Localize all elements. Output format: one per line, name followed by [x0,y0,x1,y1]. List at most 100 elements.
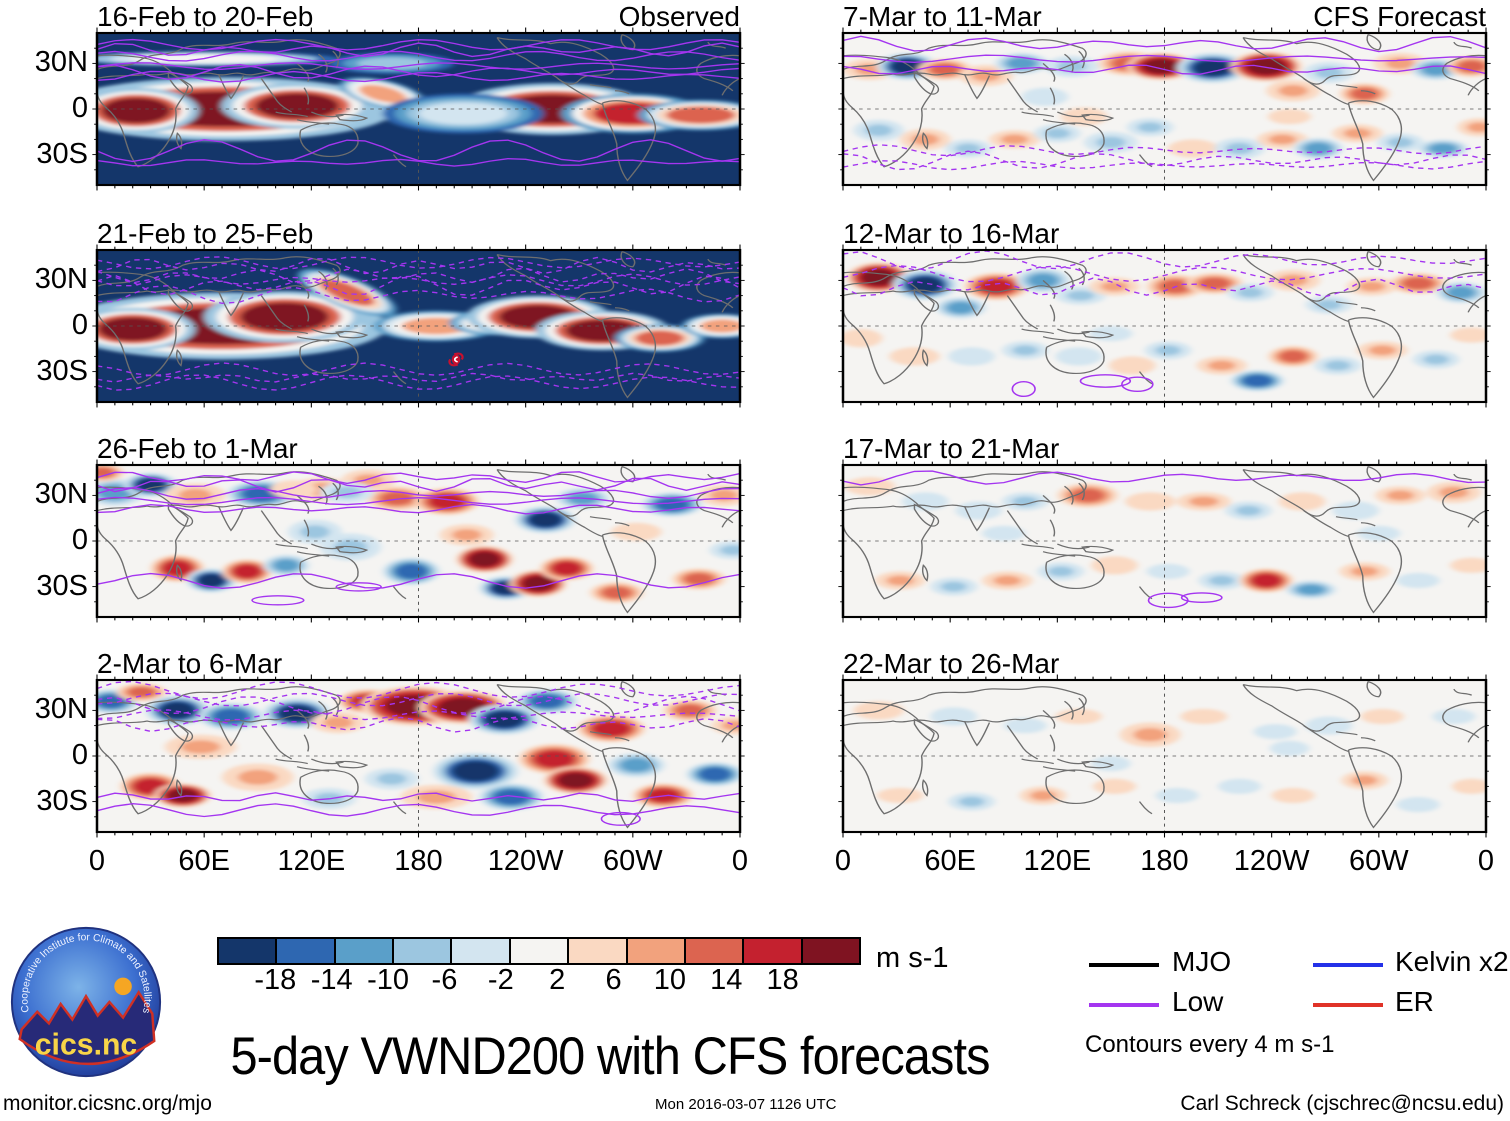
map-panel-7-mar-to-11-mar [838,27,1491,191]
colorbar-tick-label: 2 [549,964,566,996]
anomaly-blob [1402,277,1434,290]
purple-contours [97,471,740,606]
wave-contour-line [843,54,1486,64]
purple-contours [97,680,740,826]
wave-contour-line [97,695,740,715]
anomaly-blob [493,789,530,805]
legend-label: Low [1172,986,1224,1017]
panel-title: 26-Feb to 1-Mar [97,433,740,465]
anomaly-blob [1189,496,1219,507]
anomaly-blob [1253,724,1297,740]
anomaly-blob [1155,345,1181,356]
panel-border [95,248,742,404]
wave-contour-line [97,572,740,589]
footer-url[interactable]: monitor.cicsnc.org/mjo [3,1092,212,1115]
lon-tick-label: 120W [487,845,564,877]
panel-date-range: 16-Feb to 20-Feb [97,1,314,32]
panel-title: 12-Mar to 16-Mar [843,218,1486,250]
anomaly-blob [1091,556,1138,575]
colorbar-segment [217,937,278,965]
anomaly-blob [1089,326,1133,342]
lon-tick-label: 0 [834,845,852,877]
anomaly-blob [1021,87,1069,106]
anomaly-blob [1180,708,1228,725]
lon-tick-label: 120E [1023,845,1092,877]
anomaly-blob [1155,787,1199,804]
wave-contour-line [97,372,740,383]
anomaly-blob [273,559,300,572]
anomaly-blob [1070,488,1105,503]
map-panel-17-mar-to-21-mar [838,459,1491,623]
anomaly-blob [1146,563,1190,579]
wave-contour-line [97,273,740,287]
panel-date-range: 17-Mar to 21-Mar [843,433,1060,464]
lat-tick-label: 30N [34,478,88,511]
purple-contours [97,256,740,391]
wave-contour-line [97,70,740,83]
closed-contour-oval [1147,592,1189,609]
anomaly-blob [843,329,883,348]
purple-contours [843,470,1486,609]
anomaly-blob [1056,60,1087,73]
wave-contour-line [843,144,1486,157]
panel-border [841,678,1488,834]
lon-tick-row: 0 60E 120E 180 120W 60W 0 [835,845,1494,883]
map-panel-26-feb-to-1-mar [92,459,745,623]
anomaly-blob [1125,492,1176,511]
wave-contour-line [97,62,740,71]
anomaly-blob [1447,286,1475,299]
anomaly-blob [1396,797,1440,813]
closed-contour-oval [600,811,641,826]
anomaly-blob [1268,109,1311,125]
anomaly-blob [1168,139,1219,158]
anomaly-blob [1304,142,1332,155]
panel-title: 2-Mar to 6-Mar [97,648,740,680]
wave-contour-line [97,158,740,167]
anomaly-blob [1000,134,1029,145]
colorbar-tick-label: 10 [653,964,687,996]
lat-tick-label: 30N [34,46,88,79]
legend-line-kelvin-x2 [1313,963,1383,967]
anomaly-blob [1297,584,1325,595]
panel-date-range: 2-Mar to 6-Mar [97,648,283,679]
anomaly-blob [1133,728,1167,742]
anomaly-blob [1091,756,1131,772]
anomaly-blob [1055,708,1102,725]
purple-contours [843,35,1486,171]
colorbar-segment [800,937,861,965]
anomaly-blob [889,347,940,366]
anomaly-blob [358,84,407,103]
anomaly-blob [1235,505,1262,516]
colorbar-segment [275,937,336,965]
lat-tick-label: 30S [36,784,88,817]
anomaly-blob [864,124,893,137]
anomaly-blob [1386,490,1415,501]
anomaly-blob [666,106,736,124]
anomaly-blob [1351,775,1378,786]
anomaly-blob [844,477,895,496]
wave-contour-line [97,256,740,270]
anomaly-blob [1278,492,1326,511]
colorbar-segment [742,937,803,965]
anomaly-blob [1387,137,1414,148]
wave-contour-line [97,792,740,802]
anomaly-blob [1350,566,1379,577]
anomaly-blob [1242,374,1273,387]
purple-contours [843,250,1486,398]
lon-tick-label: 60W [1349,845,1409,877]
colorbar [217,937,861,965]
wave-contour-line [97,256,740,275]
purple-contours [97,38,740,167]
anomaly-blob [1332,501,1379,520]
anomaly-blob [1450,327,1486,343]
footer-author: Carl Schreck (cjschrec@ncsu.edu) [1180,1092,1504,1115]
panel-title: 22-Mar to 26-Mar [843,648,1486,680]
contour-interval-note: Contours every 4 m s-1 [1085,1031,1335,1058]
anomaly-blob [1225,142,1254,155]
anomaly-blob [1357,525,1401,541]
wave-contour-line [97,496,740,506]
anomaly-blob [1100,281,1129,292]
anomaly-blob [948,347,995,366]
anomaly-blob [1048,566,1074,577]
